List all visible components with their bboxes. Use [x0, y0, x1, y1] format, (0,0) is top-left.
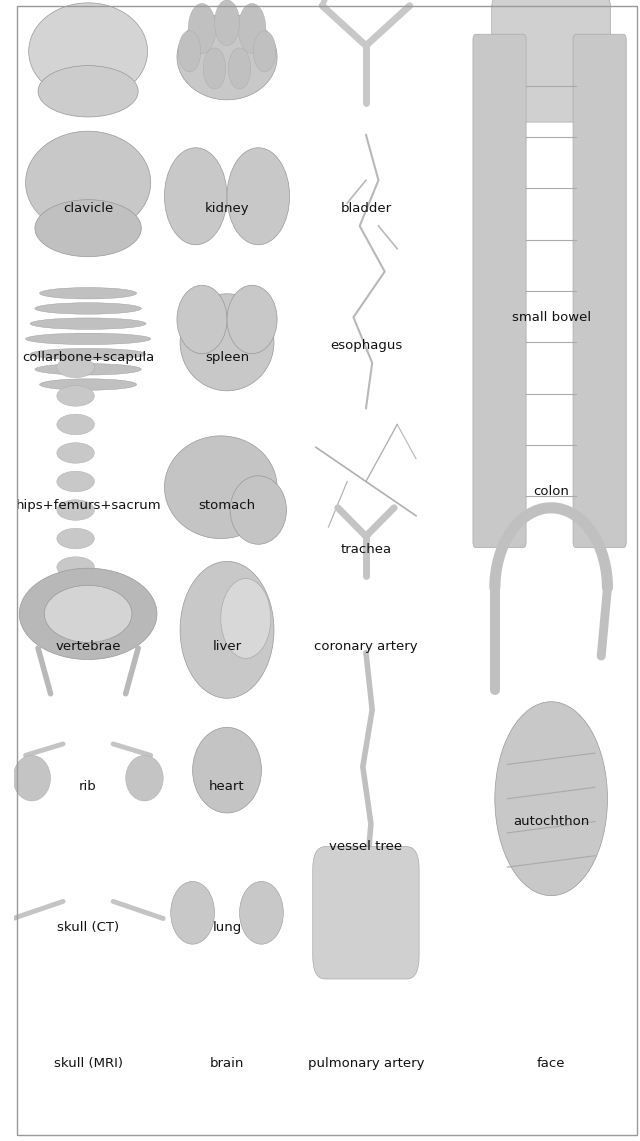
- Ellipse shape: [38, 65, 138, 116]
- Text: hips+femurs+sacrum: hips+femurs+sacrum: [15, 500, 161, 512]
- Text: coronary artery: coronary artery: [314, 640, 418, 653]
- Ellipse shape: [35, 302, 141, 314]
- Ellipse shape: [221, 578, 271, 658]
- Circle shape: [253, 31, 276, 72]
- Ellipse shape: [164, 148, 227, 245]
- Ellipse shape: [26, 131, 150, 234]
- Text: collarbone+scapula: collarbone+scapula: [22, 351, 154, 364]
- Ellipse shape: [177, 285, 227, 354]
- Text: vertebrae: vertebrae: [56, 640, 121, 653]
- Ellipse shape: [40, 379, 136, 390]
- Ellipse shape: [26, 333, 150, 345]
- Text: autochthon: autochthon: [513, 815, 589, 828]
- Text: vessel tree: vessel tree: [330, 840, 403, 853]
- Circle shape: [238, 3, 266, 54]
- Text: heart: heart: [209, 780, 245, 793]
- Text: clavicle: clavicle: [63, 202, 113, 215]
- Ellipse shape: [193, 728, 262, 814]
- Text: skull (MRI): skull (MRI): [54, 1057, 123, 1070]
- Text: skull (CT): skull (CT): [57, 921, 119, 933]
- Ellipse shape: [57, 443, 94, 463]
- Ellipse shape: [57, 471, 94, 492]
- Ellipse shape: [57, 528, 94, 549]
- Ellipse shape: [35, 364, 141, 375]
- Ellipse shape: [171, 881, 214, 945]
- Text: pulmonary artery: pulmonary artery: [308, 1057, 424, 1070]
- Ellipse shape: [57, 386, 94, 406]
- Ellipse shape: [30, 318, 146, 330]
- Ellipse shape: [30, 348, 146, 359]
- Text: brain: brain: [210, 1057, 244, 1070]
- FancyBboxPatch shape: [573, 34, 626, 548]
- Ellipse shape: [180, 294, 274, 390]
- Ellipse shape: [40, 288, 136, 299]
- Ellipse shape: [125, 755, 163, 801]
- FancyBboxPatch shape: [492, 0, 611, 122]
- Text: colon: colon: [533, 485, 569, 497]
- Ellipse shape: [57, 585, 94, 606]
- Ellipse shape: [239, 881, 284, 945]
- Ellipse shape: [57, 500, 94, 520]
- Text: kidney: kidney: [205, 202, 250, 215]
- Ellipse shape: [227, 148, 289, 245]
- Ellipse shape: [19, 568, 157, 659]
- Text: bladder: bladder: [340, 202, 392, 215]
- Circle shape: [178, 31, 201, 72]
- Circle shape: [204, 48, 226, 89]
- Ellipse shape: [35, 200, 141, 257]
- Ellipse shape: [164, 436, 277, 539]
- Ellipse shape: [57, 414, 94, 435]
- Ellipse shape: [177, 15, 277, 99]
- Text: face: face: [537, 1057, 565, 1070]
- Ellipse shape: [227, 285, 277, 354]
- Ellipse shape: [57, 557, 94, 577]
- Text: lung: lung: [212, 921, 242, 933]
- Ellipse shape: [495, 702, 607, 896]
- Circle shape: [214, 0, 239, 46]
- Text: trachea: trachea: [340, 543, 392, 556]
- Ellipse shape: [230, 476, 287, 544]
- Text: small bowel: small bowel: [511, 311, 591, 324]
- FancyBboxPatch shape: [313, 847, 419, 979]
- Text: liver: liver: [212, 640, 241, 653]
- Circle shape: [228, 48, 251, 89]
- Text: spleen: spleen: [205, 351, 249, 364]
- Text: stomach: stomach: [198, 500, 255, 512]
- Text: esophagus: esophagus: [330, 340, 402, 353]
- Ellipse shape: [57, 357, 94, 378]
- Text: rib: rib: [79, 780, 97, 793]
- FancyBboxPatch shape: [473, 34, 526, 548]
- Ellipse shape: [29, 2, 148, 100]
- Circle shape: [188, 3, 216, 54]
- Ellipse shape: [44, 585, 132, 642]
- Ellipse shape: [13, 755, 51, 801]
- Ellipse shape: [180, 561, 274, 698]
